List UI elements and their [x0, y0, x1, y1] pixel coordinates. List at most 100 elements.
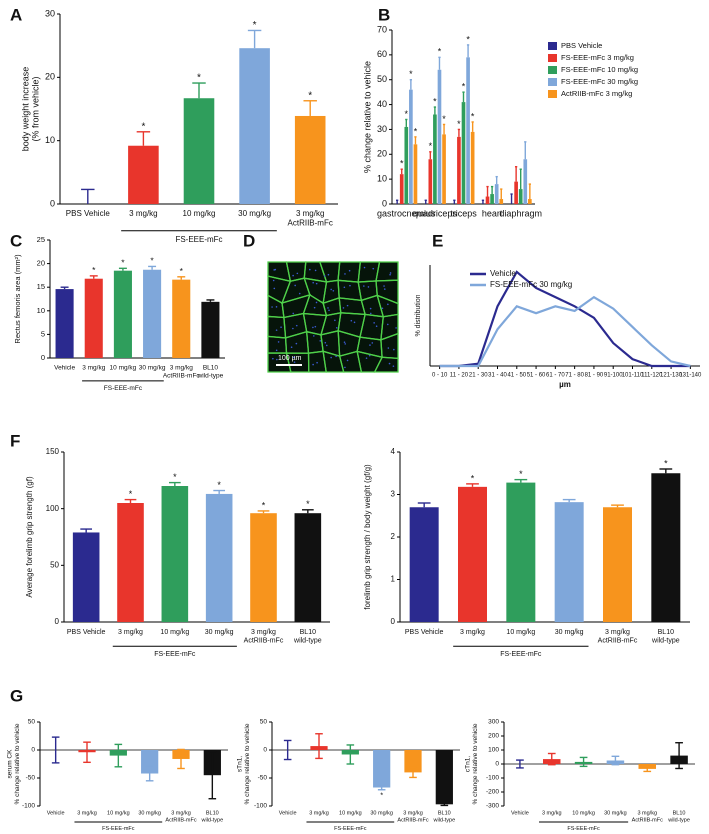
y-axis-label: % change relative to vehicle [14, 723, 21, 804]
nucleus [346, 359, 349, 362]
nucleus [344, 366, 346, 369]
bar [72, 532, 100, 622]
nucleus [275, 306, 278, 308]
x-tick-label: 10 mg/kg [160, 629, 189, 636]
x-tick-label: BL10 [203, 365, 219, 372]
error-bar [547, 752, 556, 766]
nucleus [343, 286, 346, 289]
error-bar [442, 123, 446, 135]
nucleus [312, 326, 314, 329]
group-label: FS-EEE-mFc [567, 826, 600, 832]
nucleus [387, 347, 390, 349]
nucleus [327, 273, 330, 276]
x-tick-label: ActRIIB-mFc [244, 637, 284, 644]
x-tick-label: 0 - 10 [432, 373, 448, 379]
y-tick-label: 15 [37, 282, 45, 291]
y-axis-label: % distribution [415, 294, 422, 336]
x-tick-label: 10 mg/kg [107, 810, 130, 816]
nucleus [328, 309, 330, 312]
group-label: FS-EEE-mFc [334, 826, 367, 832]
nucleus [323, 275, 326, 277]
y-tick-label: 0 [50, 198, 55, 208]
error-bar [346, 744, 355, 765]
nucleus [295, 342, 298, 345]
bar [409, 507, 439, 622]
nucleus [273, 287, 276, 290]
nucleus [272, 357, 274, 360]
nucleus [344, 273, 346, 275]
group-label: FS-EEE-mFc [175, 235, 222, 244]
significance-mark: * [433, 96, 437, 106]
y-axis-label: % change relative to vehicle [244, 723, 251, 804]
bar [490, 194, 494, 204]
y-axis-label: Average forelimb grip strength (gf) [25, 476, 34, 598]
nucleus [367, 286, 370, 288]
legend-label: Vehicle [490, 269, 516, 278]
y-axis-label: Rectus femoris area (mm²) [13, 254, 22, 344]
x-tick-label: 41 - 50 [507, 373, 526, 379]
bar [506, 482, 536, 622]
bar [183, 98, 215, 204]
nucleus [273, 269, 275, 271]
y-tick-label: 0 [391, 617, 396, 626]
y-tick-label: 20 [37, 259, 45, 268]
nucleus [313, 335, 315, 337]
x-tick-label: ActRIIB-mFc [598, 637, 638, 644]
error-bar [466, 483, 479, 487]
y-tick-label: 20 [377, 149, 387, 159]
cell [373, 356, 399, 373]
bar [205, 493, 233, 622]
error-bar [83, 741, 91, 764]
x-tick-label: 30 mg/kg [370, 810, 393, 816]
x-tick-label: 3 mg/kg [309, 810, 329, 816]
bar [499, 199, 504, 204]
bar [437, 69, 442, 205]
nucleus [383, 285, 385, 287]
y-axis-label: body weight increase [20, 67, 30, 152]
bar [428, 159, 433, 204]
x-tick-label: 51 - 60 [527, 373, 546, 379]
x-tick-label: PBS Vehicle [405, 629, 444, 636]
y-tick-label: 60 [377, 49, 387, 59]
bar [435, 750, 453, 805]
legend-label: FS-EEE-mFc 10 mg/kg [561, 65, 638, 74]
nucleus [353, 321, 356, 324]
nucleus [342, 307, 345, 309]
error-bar [417, 502, 431, 508]
error-bar [213, 489, 226, 494]
bar [117, 503, 144, 622]
nucleus [375, 325, 378, 328]
bar [466, 57, 470, 204]
nucleus [325, 344, 328, 347]
nucleus [294, 284, 296, 287]
bar [523, 159, 528, 204]
x-axis-label: µm [559, 380, 571, 389]
y-tick-label: 4 [391, 447, 396, 456]
y-tick-label: 50 [377, 74, 387, 84]
nucleus [324, 341, 327, 344]
y-axis-label: cTn1, [465, 756, 472, 772]
error-bar [396, 199, 399, 204]
error-bar [457, 128, 461, 137]
error-bar [145, 765, 154, 782]
bar [413, 144, 418, 204]
significance-mark: * [380, 791, 383, 800]
nucleus [295, 324, 298, 327]
y-tick-label: 30 [377, 124, 387, 134]
y-axis-label: (% from vehicle) [30, 76, 40, 141]
x-tick-label: Vehicle [279, 810, 297, 816]
nucleus [276, 358, 278, 361]
significance-mark: * [262, 500, 266, 510]
error-bar [429, 151, 432, 160]
bar [458, 486, 487, 622]
nucleus [334, 319, 336, 322]
bar [113, 270, 132, 358]
significance-mark: * [457, 119, 461, 129]
error-bar [89, 275, 98, 279]
nucleus [319, 340, 322, 342]
error-bar [495, 175, 498, 185]
x-tick-label: 3 mg/kg [296, 209, 324, 218]
y-tick-label: 70 [377, 24, 387, 34]
x-tick-label: quadriceps [413, 208, 458, 218]
nucleus [388, 362, 391, 365]
